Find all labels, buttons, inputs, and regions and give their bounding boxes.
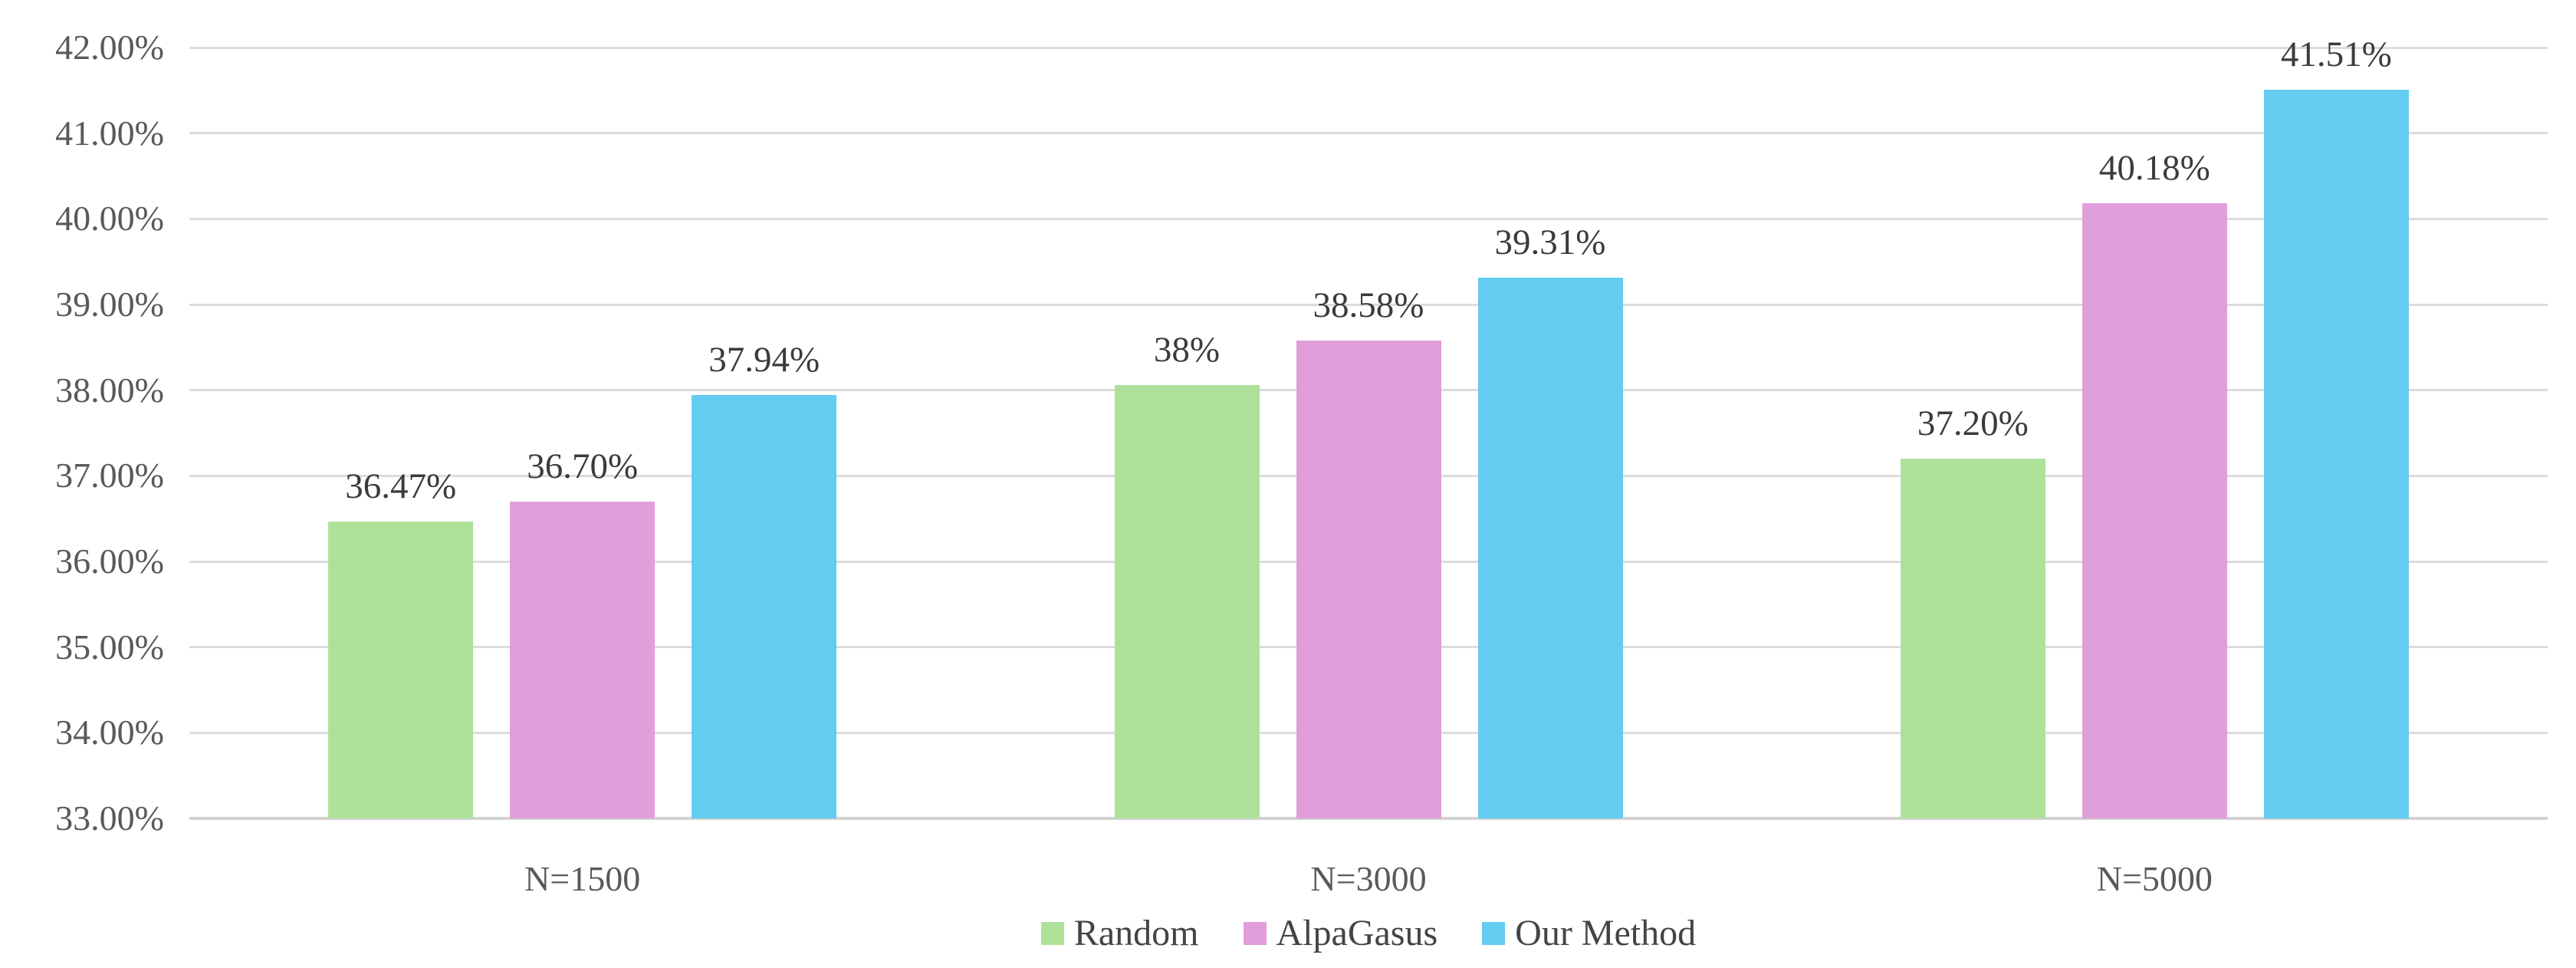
- bar-value-label-random-n-5000: 37.20%: [1917, 403, 2029, 443]
- legend-swatch-alpagasus: [1243, 922, 1267, 945]
- y-axis-tick-label: 38.00%: [55, 370, 164, 410]
- bar-value-label-alpagasus-n-3000: 38.58%: [1313, 285, 1424, 325]
- bar-value-label-alpagasus-n-1500: 36.70%: [527, 446, 639, 486]
- x-axis-line: [189, 817, 2548, 820]
- gridline: [189, 303, 2548, 306]
- gridline: [189, 217, 2548, 220]
- legend-swatch-random: [1040, 922, 1064, 945]
- y-axis-tick-label: 42.00%: [55, 28, 164, 67]
- y-axis-tick-label: 40.00%: [55, 199, 164, 239]
- bar-value-label-our-method-n-3000: 39.31%: [1494, 222, 1606, 263]
- bar-alpagasus-n-1500: [510, 501, 656, 818]
- gridline: [189, 132, 2548, 135]
- y-axis-tick-label: 41.00%: [55, 113, 164, 153]
- legend-label-our-method: Our Method: [1515, 913, 1697, 953]
- legend-item-our-method: Our Method: [1482, 911, 1696, 956]
- bar-value-label-our-method-n-5000: 41.51%: [2280, 34, 2392, 74]
- gridline: [189, 46, 2548, 49]
- bar-our-method-n-5000: [2263, 89, 2409, 818]
- bar-our-method-n-3000: [1477, 278, 1623, 818]
- bar-alpagasus-n-5000: [2082, 203, 2227, 818]
- bar-random-n-3000: [1114, 384, 1260, 818]
- legend-swatch-our-method: [1482, 922, 1506, 945]
- y-axis-tick-label: 35.00%: [55, 627, 164, 667]
- bar-random-n-5000: [1900, 459, 2045, 818]
- bar-value-label-random-n-1500: 36.47%: [345, 466, 457, 506]
- y-axis-tick-label: 39.00%: [55, 285, 164, 324]
- bar-value-label-alpagasus-n-5000: 40.18%: [2098, 148, 2210, 189]
- legend-item-alpagasus: AlpaGasus: [1243, 911, 1438, 956]
- legend-label-alpagasus: AlpaGasus: [1276, 913, 1438, 953]
- legend-label-random: Random: [1073, 913, 1199, 953]
- x-axis-category-label-n-5000: N=5000: [2096, 859, 2213, 898]
- x-axis-category-label-n-1500: N=1500: [524, 859, 641, 898]
- x-axis-category-label-n-3000: N=3000: [1310, 859, 1427, 898]
- y-axis-tick-label: 37.00%: [55, 456, 164, 496]
- bar-our-method-n-1500: [692, 395, 837, 818]
- y-axis-tick-label: 34.00%: [55, 713, 164, 752]
- y-axis-tick-label: 33.00%: [55, 798, 164, 838]
- bar-value-label-random-n-3000: 38%: [1153, 329, 1221, 370]
- bar-alpagasus-n-3000: [1296, 340, 1441, 818]
- bar-value-label-our-method-n-1500: 37.94%: [708, 340, 820, 380]
- y-axis-tick-label: 36.00%: [55, 542, 164, 581]
- legend-item-random: Random: [1040, 911, 1199, 956]
- bar-random-n-1500: [328, 521, 474, 818]
- legend: Random AlpaGasus Our Method: [189, 911, 2548, 956]
